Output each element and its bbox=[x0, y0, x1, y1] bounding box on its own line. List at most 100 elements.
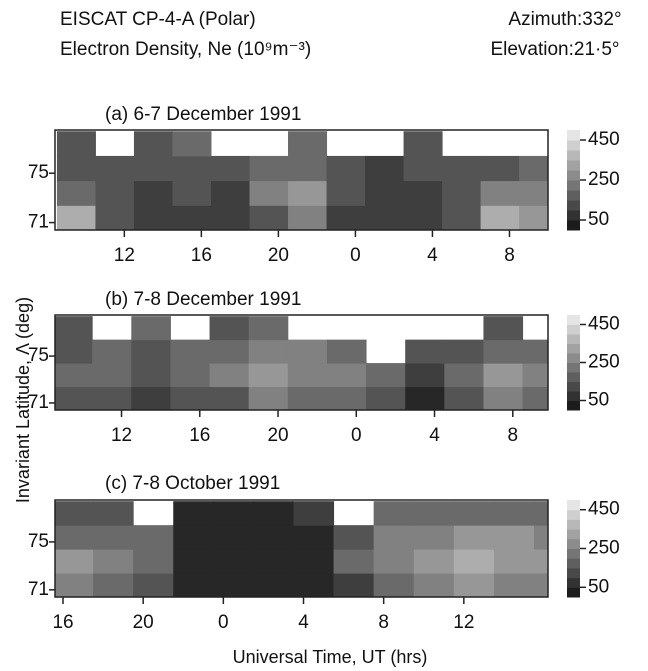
colorbar-step bbox=[567, 210, 580, 221]
heatmap-cell bbox=[249, 180, 289, 206]
heatmap-cell bbox=[133, 525, 174, 550]
heatmap-cell bbox=[326, 386, 367, 410]
colorbar-step bbox=[567, 315, 580, 325]
colorbar-step bbox=[567, 381, 580, 392]
colorbar-step bbox=[567, 334, 580, 344]
heatmap-cell bbox=[326, 180, 366, 206]
heatmap-cell bbox=[373, 573, 415, 597]
heatmap-cell bbox=[253, 549, 294, 574]
heatmap-cell bbox=[213, 525, 254, 550]
heatmap-cell bbox=[483, 386, 524, 410]
colorbar-step bbox=[567, 353, 580, 363]
colorbar-step bbox=[567, 391, 580, 401]
colorbar-step bbox=[567, 160, 580, 171]
x-tick-label: 0 bbox=[350, 245, 361, 266]
heatmap-cell bbox=[92, 363, 132, 388]
colorbar-step bbox=[567, 538, 580, 549]
heatmap-cell bbox=[172, 131, 212, 157]
heatmap-cell bbox=[248, 316, 289, 341]
heatmap-cell bbox=[173, 549, 214, 574]
heatmap-cell bbox=[55, 501, 94, 526]
heatmap-cell bbox=[249, 155, 289, 182]
heatmap-cell bbox=[210, 155, 251, 182]
heatmap-cell bbox=[326, 363, 367, 388]
heatmap-cell bbox=[133, 131, 173, 157]
heatmap-cell bbox=[480, 180, 520, 206]
heatmap-cell bbox=[333, 525, 375, 550]
colorbar-step bbox=[567, 529, 580, 540]
x-axis-label: Universal Time, UT (hrs) bbox=[233, 647, 428, 667]
colorbar-step bbox=[567, 150, 580, 161]
heatmap-cell bbox=[95, 180, 135, 206]
heatmap-cell bbox=[92, 339, 132, 364]
plot-frame bbox=[54, 129, 549, 231]
colorbar-step bbox=[567, 140, 580, 151]
heatmap-cell bbox=[131, 316, 171, 341]
heatmap-cell bbox=[173, 573, 214, 597]
colorbar-step bbox=[567, 587, 580, 598]
heatmap-cell bbox=[444, 386, 484, 410]
colorbar-step bbox=[567, 180, 580, 191]
heatmap-cell bbox=[373, 549, 415, 574]
heatmap-cell bbox=[55, 386, 93, 410]
plot-frame bbox=[54, 314, 549, 411]
y-tick-label: 71 bbox=[28, 392, 49, 413]
heatmap-cell bbox=[210, 205, 251, 230]
heatmap-cell bbox=[293, 501, 335, 526]
heatmap-cell bbox=[253, 525, 294, 550]
heatmap bbox=[55, 501, 548, 597]
heatmap-cell bbox=[288, 155, 328, 182]
y-tick-label: 75 bbox=[28, 531, 49, 552]
heatmap-cell bbox=[326, 155, 366, 182]
heatmap-cell bbox=[131, 363, 171, 388]
x-tick-label: 12 bbox=[111, 425, 132, 446]
heatmap-cell bbox=[365, 155, 405, 182]
heatmap-cell bbox=[519, 155, 548, 182]
x-tick-label: 16 bbox=[52, 612, 73, 633]
heatmap-cell bbox=[403, 131, 443, 157]
heatmap-cell bbox=[483, 363, 524, 388]
heatmap-cell bbox=[522, 363, 548, 388]
x-tick-label: 20 bbox=[267, 425, 288, 446]
heatmap-cell bbox=[442, 205, 482, 230]
colorbar-step bbox=[567, 567, 580, 579]
heatmap-cell bbox=[522, 339, 548, 364]
heatmap-cell bbox=[533, 573, 548, 597]
heatmap-cell bbox=[172, 205, 212, 230]
panel-title: (b) 7-8 December 1991 bbox=[105, 289, 301, 310]
heatmap-cell bbox=[405, 339, 445, 364]
heatmap-cell bbox=[133, 180, 173, 206]
heatmap-cell bbox=[413, 525, 455, 550]
x-tick-label: 8 bbox=[507, 425, 518, 446]
colorbar-step bbox=[567, 130, 580, 141]
heatmap-cell bbox=[405, 386, 445, 410]
heatmap-cell bbox=[326, 205, 366, 230]
heatmap-cell bbox=[365, 180, 405, 206]
colorbar-step bbox=[567, 400, 580, 411]
heatmap-cell bbox=[293, 525, 335, 550]
heatmap-cell bbox=[209, 363, 250, 388]
heatmap-cell bbox=[213, 573, 254, 597]
heatmap-cell bbox=[213, 549, 254, 574]
colorbar-tick-label: 250 bbox=[588, 538, 620, 559]
y-tick-label: 75 bbox=[28, 162, 49, 183]
heatmap-cell bbox=[55, 573, 94, 597]
heatmap-cell bbox=[480, 205, 520, 230]
heatmap-cell bbox=[519, 180, 548, 206]
colorbar-step bbox=[567, 343, 580, 354]
heatmap bbox=[56, 131, 548, 230]
x-tick-label: 8 bbox=[504, 245, 515, 266]
heatmap-cell bbox=[493, 573, 535, 597]
heatmap-cell bbox=[493, 549, 535, 574]
heatmap-cell bbox=[293, 573, 335, 597]
heatmap-cell bbox=[373, 525, 415, 550]
heatmap-cell bbox=[172, 155, 212, 182]
heatmap-cell bbox=[209, 339, 250, 364]
heatmap-cell bbox=[93, 525, 134, 550]
heatmap-cell bbox=[133, 155, 173, 182]
heatmap-cell bbox=[442, 180, 482, 206]
heatmap-cell bbox=[95, 205, 135, 230]
heatmap-cell bbox=[403, 155, 443, 182]
x-tick-label: 4 bbox=[427, 245, 438, 266]
